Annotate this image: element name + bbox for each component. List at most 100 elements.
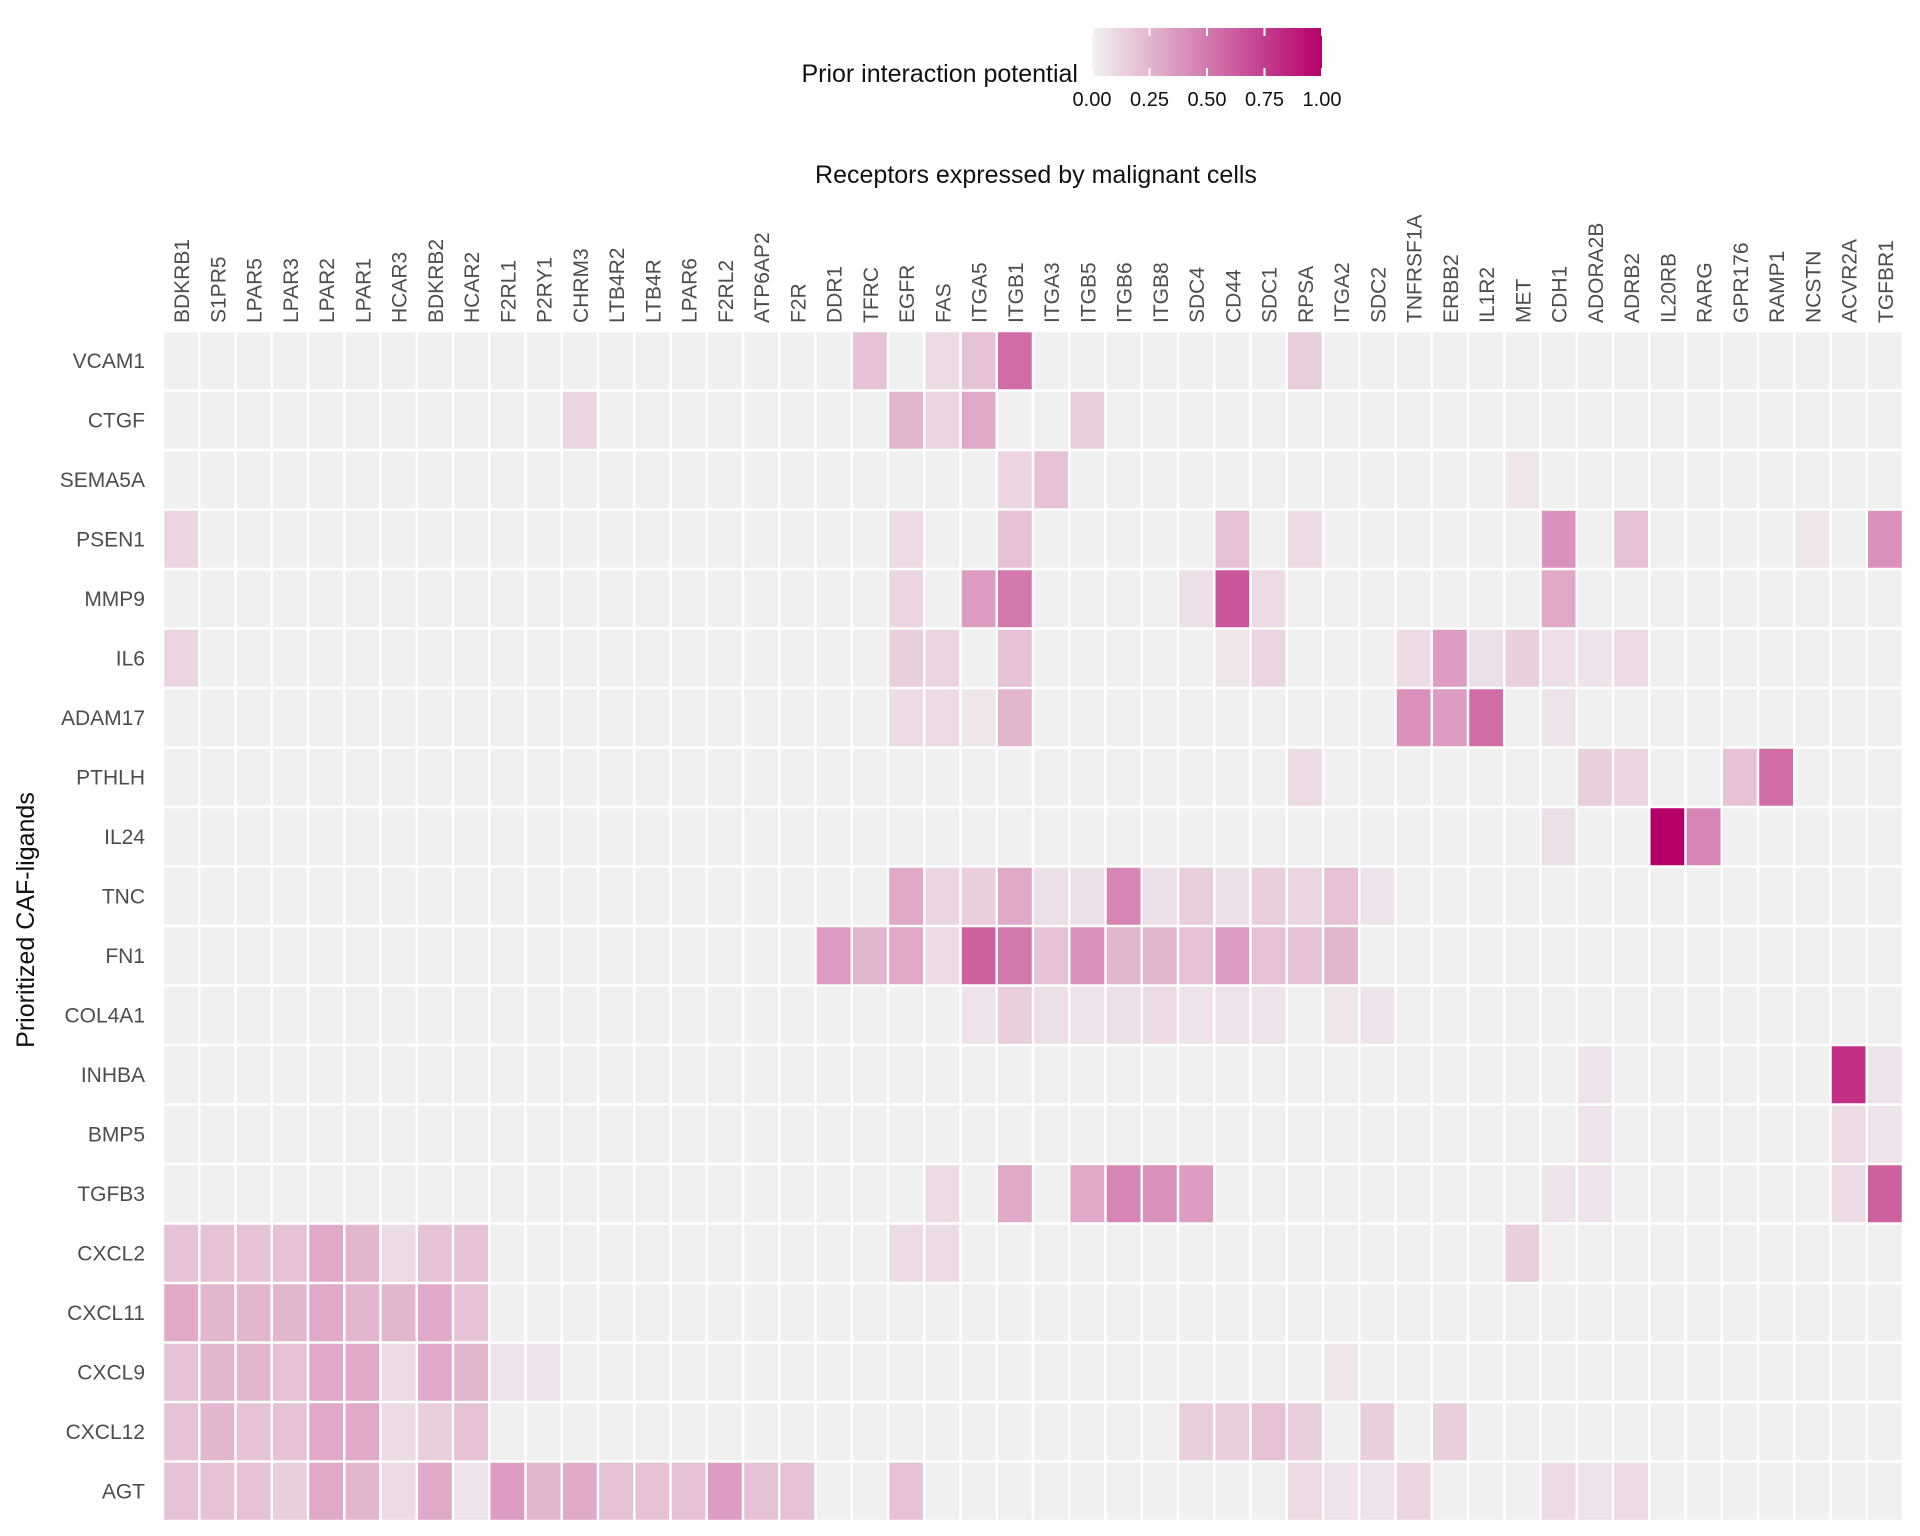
heatmap-cell-vcam1-sdc4	[1179, 332, 1213, 390]
heatmap-cell-cxcl11-tnfrsf1a	[1396, 1284, 1431, 1342]
heatmap-cell-vcam1-itga2	[1324, 332, 1358, 390]
heatmap-cell-cxcl12-tnfrsf1a	[1396, 1403, 1431, 1461]
legend-tick-label: 0.50	[1188, 89, 1227, 111]
heatmap-cell-cxcl2-lpar3	[273, 1224, 307, 1282]
heatmap-cell-mmp9-itga3	[1034, 570, 1068, 628]
heatmap-cell-fn1-itgb5	[1070, 927, 1105, 985]
heatmap-cell-sema5a-itga5	[961, 451, 996, 509]
heatmap-cell-tgfb3-hcar2	[454, 1165, 488, 1223]
heatmap-cell-col4a1-f2r	[780, 986, 815, 1044]
heatmap-cell-tgfb3-lpar2	[309, 1165, 343, 1223]
heatmap-cell-pthlh-acvr2a	[1831, 748, 1866, 806]
heatmap-cell-cxcl11-sdc2	[1360, 1284, 1395, 1342]
heatmap-cell-psen1-ltb4r2	[599, 510, 633, 568]
heatmap-cell-pthlh-itgb1	[998, 748, 1032, 806]
heatmap-cell-pthlh-il20rb	[1650, 748, 1685, 806]
y-tick-label: IL6	[116, 647, 145, 670]
heatmap-cell-sema5a-itgb6	[1106, 451, 1141, 509]
heatmap-cell-bmp5-egfr	[889, 1105, 923, 1163]
heatmap-cell-mmp9-fas	[925, 570, 960, 628]
heatmap-cell-cxcl11-rpsa	[1288, 1284, 1322, 1342]
heatmap-cell-cxcl11-itgb6	[1106, 1284, 1141, 1342]
heatmap-cell-pthlh-rpsa	[1288, 748, 1322, 806]
heatmap-cell-cxcl2-sdc4	[1179, 1224, 1213, 1282]
heatmap-cell-cxcl2-met	[1505, 1224, 1540, 1282]
heatmap-cell-agt-atp6ap2	[744, 1462, 778, 1520]
heatmap-cell-pthlh-sdc2	[1360, 748, 1395, 806]
heatmap-cell-bmp5-hcar3	[381, 1105, 416, 1163]
heatmap-cell-pthlh-cd44	[1215, 748, 1250, 806]
heatmap-cell-il6-hcar3	[381, 629, 416, 687]
heatmap-cell-cxcl11-bdkrb2	[418, 1284, 452, 1342]
heatmap-cell-il24-rarg	[1686, 808, 1721, 866]
heatmap-cell-cxcl2-adora2b	[1578, 1224, 1612, 1282]
heatmap-cell-tgfb3-f2rl2	[708, 1165, 742, 1223]
heatmap-cell-fn1-s1pr5	[200, 927, 235, 985]
heatmap-cell-fn1-lpar6	[671, 927, 706, 985]
heatmap-cell-cxcl11-met	[1505, 1284, 1540, 1342]
heatmap-cell-tnc-ramp1	[1759, 867, 1793, 925]
heatmap-cell-cxcl11-f2rl2	[708, 1284, 742, 1342]
heatmap-cell-vcam1-lpar3	[273, 332, 307, 390]
heatmap-cell-sema5a-cdh1	[1541, 451, 1576, 509]
heatmap-cell-tgfb3-fas	[925, 1165, 960, 1223]
heatmap-cell-bmp5-ncstn	[1795, 1105, 1830, 1163]
heatmap-cell-tgfb3-erbb2	[1433, 1165, 1467, 1223]
heatmap-cell-bmp5-lpar2	[309, 1105, 343, 1163]
heatmap-cell-vcam1-tnfrsf1a	[1396, 332, 1431, 390]
heatmap-cell-pthlh-egfr	[889, 748, 923, 806]
heatmap-cell-cxcl11-ddr1	[816, 1284, 851, 1342]
heatmap-cell-tnc-itgb6	[1106, 867, 1141, 925]
heatmap-cell-ctgf-rpsa	[1288, 391, 1322, 449]
heatmap-cell-col4a1-itgb1	[998, 986, 1032, 1044]
heatmap-cell-tgfb3-itgb1	[998, 1165, 1032, 1223]
heatmap-cell-pthlh-itgb6	[1106, 748, 1141, 806]
heatmap-cell-ctgf-f2rl1	[490, 391, 525, 449]
heatmap-cell-mmp9-itga5	[961, 570, 996, 628]
heatmap-cell-il24-f2rl1	[490, 808, 525, 866]
heatmap-cell-cxcl11-il1r2	[1469, 1284, 1503, 1342]
heatmap-cell-sema5a-adrb2	[1614, 451, 1648, 509]
heatmap-cell-tnc-ddr1	[816, 867, 851, 925]
heatmap-cell-cxcl9-itga3	[1034, 1343, 1068, 1401]
heatmap-cell-tnc-lpar1	[345, 867, 380, 925]
heatmap-cell-adam17-fas	[925, 689, 960, 747]
heatmap-cell-inhba-lpar1	[345, 1046, 380, 1104]
heatmap-cell-fn1-acvr2a	[1831, 927, 1866, 985]
heatmap-cell-il6-met	[1505, 629, 1540, 687]
heatmap-cell-adam17-bdkrb2	[418, 689, 452, 747]
heatmap-cell-mmp9-gpr176	[1723, 570, 1757, 628]
heatmap-cell-psen1-f2rl1	[490, 510, 525, 568]
heatmap-cell-cxcl2-atp6ap2	[744, 1224, 778, 1282]
heatmap-cell-cxcl9-rpsa	[1288, 1343, 1322, 1401]
heatmap-cell-cxcl9-rarg	[1686, 1343, 1721, 1401]
heatmap-cell-ctgf-lpar3	[273, 391, 307, 449]
heatmap-cell-pthlh-erbb2	[1433, 748, 1467, 806]
heatmap-cell-cxcl12-itgb1	[998, 1403, 1032, 1461]
heatmap-cell-sema5a-egfr	[889, 451, 923, 509]
heatmap-cell-cxcl2-f2rl2	[708, 1224, 742, 1282]
x-tick-label: TFRC	[860, 267, 883, 323]
heatmap-cell-agt-itga5	[961, 1462, 996, 1520]
heatmap-cell-ctgf-tgfbr1	[1868, 391, 1902, 449]
x-tick-label: LPAR3	[280, 258, 303, 323]
legend-tick-label: 0.75	[1245, 89, 1284, 111]
heatmap-cell-mmp9-f2rl2	[708, 570, 742, 628]
heatmap-cell-ctgf-cdh1	[1541, 391, 1576, 449]
heatmap-cell-il6-tfrc	[853, 629, 887, 687]
x-tick-label: LPAR1	[352, 258, 375, 323]
heatmap-cell-cxcl12-hcar3	[381, 1403, 416, 1461]
heatmap-cell-fn1-lpar5	[236, 927, 271, 985]
x-tick-label: LPAR2	[316, 258, 339, 323]
heatmap-cell-inhba-atp6ap2	[744, 1046, 778, 1104]
heatmap-cell-tnc-atp6ap2	[744, 867, 778, 925]
heatmap-cell-col4a1-s1pr5	[200, 986, 235, 1044]
heatmap-cell-tgfb3-ddr1	[816, 1165, 851, 1223]
heatmap-cell-sema5a-ncstn	[1795, 451, 1830, 509]
heatmap-cell-psen1-cd44	[1215, 510, 1250, 568]
heatmap-cell-vcam1-met	[1505, 332, 1540, 390]
heatmap-cell-col4a1-f2rl1	[490, 986, 525, 1044]
heatmap-cell-tgfb3-p2ry1	[526, 1165, 561, 1223]
heatmap-cell-cxcl9-sdc2	[1360, 1343, 1395, 1401]
heatmap-cell-adam17-ddr1	[816, 689, 851, 747]
